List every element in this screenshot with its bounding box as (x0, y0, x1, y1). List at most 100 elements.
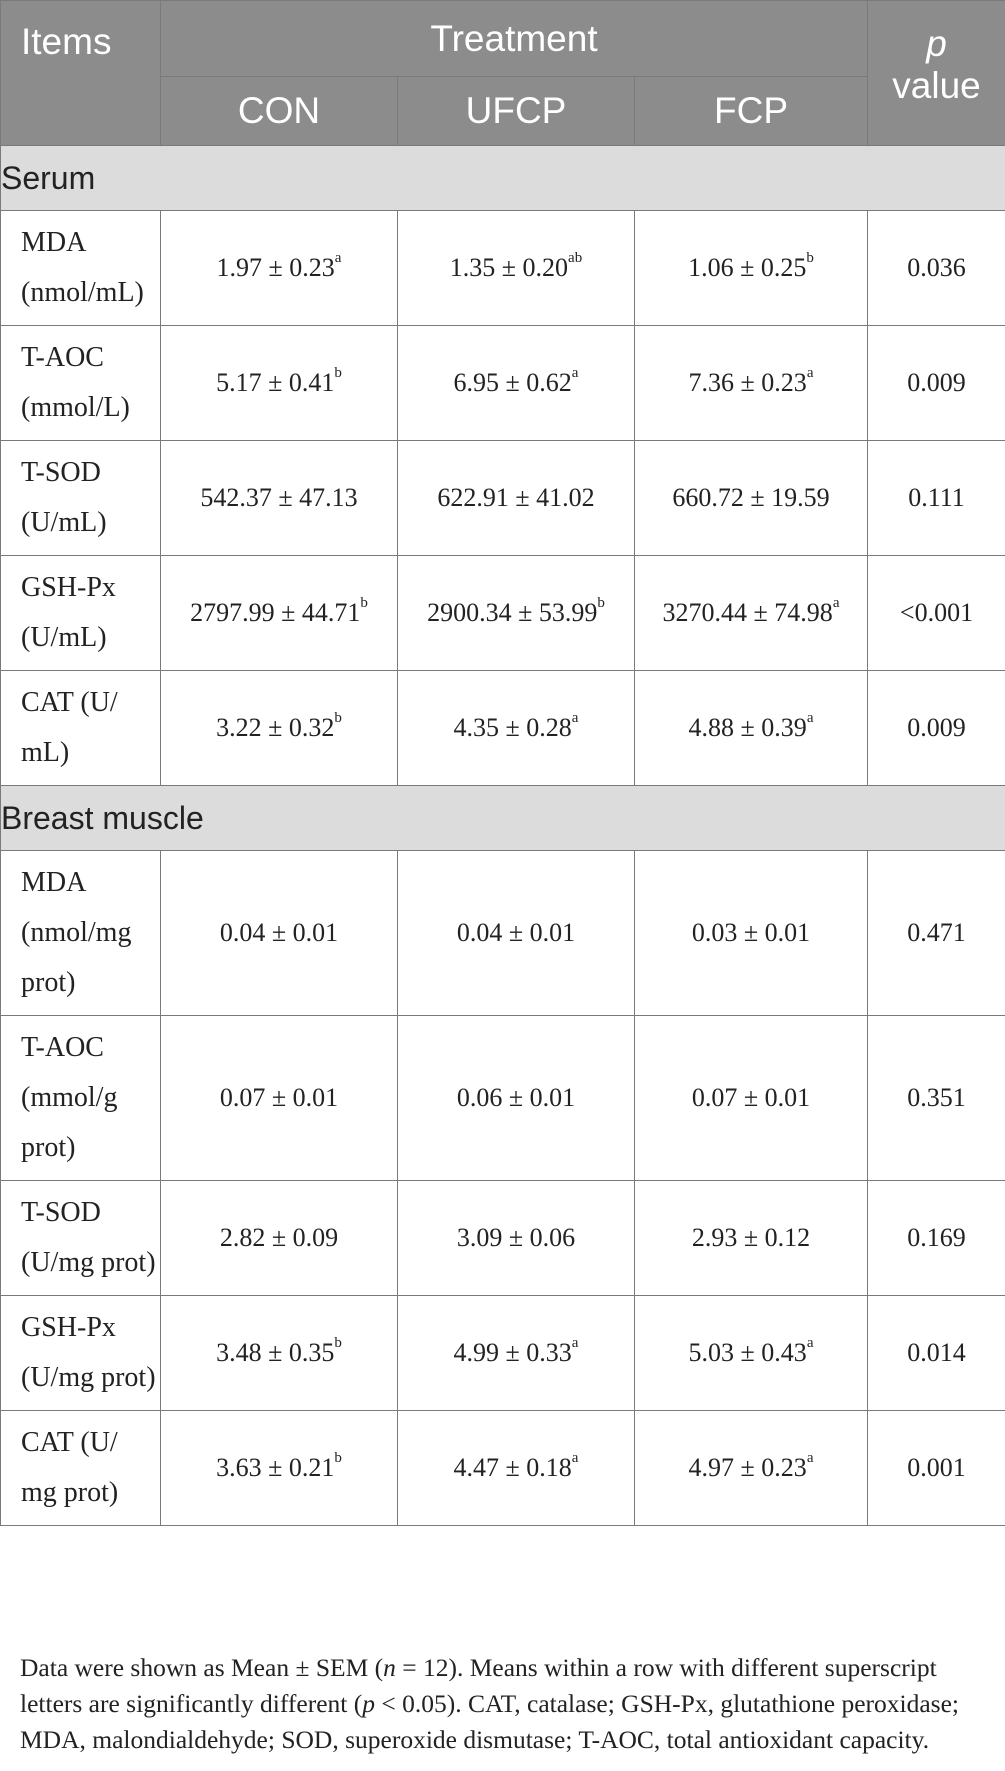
p-value-cell: 0.036 (867, 210, 1005, 326)
value-cell-fcp: 4.88 ± 0.39a (633, 670, 869, 786)
value-cell-ufcp: 4.99 ± 0.33a (397, 1295, 635, 1411)
value-cell-con: 3.22 ± 0.32b (160, 670, 398, 786)
value-text: 622.91 ± 41.02 (437, 483, 595, 512)
row-label: T-AOC (mmol/L) (0, 325, 161, 441)
section-title: Breast muscle (0, 785, 1005, 851)
value-superscript: a (806, 710, 814, 727)
value-text: 1.06 ± 0.25 (688, 253, 807, 282)
antioxidant-table: Items Treatment p value CON UFCP FCP Seru… (0, 0, 1005, 1526)
value-superscript: ab (568, 250, 583, 267)
value-cell-ufcp: 0.04 ± 0.01 (397, 850, 635, 1016)
value-text: 3.09 ± 0.06 (456, 1223, 576, 1252)
value-cell-ufcp: 6.95 ± 0.62a (397, 325, 635, 441)
table-row: MDA (nmol/mL) 1.97 ± 0.23a 1.35 ± 0.20ab 1.… (0, 210, 1005, 326)
header-group-con: CON (160, 76, 398, 146)
value-superscript: a (571, 365, 579, 382)
value-cell-fcp: 660.72 ± 19.59 (633, 440, 869, 556)
value-superscript: a (571, 710, 579, 727)
table-row: T-AOC (mmol/L) 5.17 ± 0.41b 6.95 ± 0.62a 7.… (0, 325, 1005, 441)
value-text: 6.95 ± 0.62 (453, 368, 572, 397)
row-label: T-SOD (U/mg prot) (0, 1180, 161, 1296)
value-cell-fcp: 5.03 ± 0.43a (633, 1295, 869, 1411)
value-cell-fcp: 1.06 ± 0.25b (633, 210, 869, 326)
value-text: 0.04 ± 0.01 (219, 918, 339, 947)
table-footnote: Data were shown as Mean ± SEM (n = 12). … (20, 1650, 995, 1758)
value-cell-fcp: 2.93 ± 0.12 (633, 1180, 869, 1296)
header-group-fcp: FCP (633, 76, 869, 146)
value-text: 4.88 ± 0.39 (688, 713, 807, 742)
value-cell-fcp: 0.07 ± 0.01 (633, 1015, 869, 1181)
table-row: MDA (nmol/mg prot) 0.04 ± 0.01 0.04 ± 0.01… (0, 850, 1005, 1016)
p-value-cell: 0.111 (867, 440, 1005, 556)
value-superscript: a (571, 1450, 579, 1467)
table-row: GSH-Px (U/mL) 2797.99 ± 44.71b 2900.34 ± 5… (0, 555, 1005, 671)
table-row: CAT (U/ mg prot) 3.63 ± 0.21b 4.47 ± 0.18a… (0, 1410, 1005, 1526)
footnote-p: p (362, 1689, 375, 1718)
table-row: T-SOD (U/mL) 542.37 ± 47.13 622.91 ± 41.02… (0, 440, 1005, 556)
table-body: Serum MDA (nmol/mL) 1.97 ± 0.23a 1.35 ± 0.2… (0, 145, 1005, 1526)
value-cell-fcp: 0.03 ± 0.01 (633, 850, 869, 1016)
section-row: Breast muscle (0, 785, 1005, 851)
value-text: 2.82 ± 0.09 (219, 1223, 339, 1252)
value-superscript: b (334, 1335, 342, 1352)
row-label: MDA (nmol/mg prot) (0, 850, 161, 1016)
value-cell-fcp: 7.36 ± 0.23a (633, 325, 869, 441)
footnote-text-1: Data were shown as Mean ± SEM ( (20, 1653, 384, 1682)
value-text: 2797.99 ± 44.71 (190, 598, 361, 627)
header-group-ufcp: UFCP (397, 76, 635, 146)
row-label: MDA (nmol/mL) (0, 210, 161, 326)
row-label: CAT (U/ mL) (0, 670, 161, 786)
p-value-cell: 0.009 (867, 325, 1005, 441)
value-text: 3.48 ± 0.35 (216, 1338, 335, 1367)
value-text: 0.07 ± 0.01 (219, 1083, 339, 1112)
value-text: 4.35 ± 0.28 (453, 713, 572, 742)
value-text: 4.47 ± 0.18 (453, 1453, 572, 1482)
row-label: CAT (U/ mg prot) (0, 1410, 161, 1526)
value-cell-ufcp: 4.47 ± 0.18a (397, 1410, 635, 1526)
value-superscript: b (597, 595, 605, 612)
value-superscript: a (334, 250, 342, 267)
value-superscript: a (806, 1335, 814, 1352)
value-superscript: b (334, 710, 342, 727)
value-cell-ufcp: 1.35 ± 0.20ab (397, 210, 635, 326)
value-cell-ufcp: 4.35 ± 0.28a (397, 670, 635, 786)
value-superscript: b (334, 365, 342, 382)
footnote-text-3: < 0.05). CAT, catalase; GSH-Px, glutathi… (20, 1689, 959, 1754)
value-text: 3270.44 ± 74.98 (662, 598, 833, 627)
value-text: 0.07 ± 0.01 (691, 1083, 811, 1112)
value-text: 3.63 ± 0.21 (216, 1453, 335, 1482)
p-value-cell: 0.169 (867, 1180, 1005, 1296)
value-text: 660.72 ± 19.59 (672, 483, 830, 512)
section-title: Serum (0, 145, 1005, 211)
value-superscript: a (806, 1450, 814, 1467)
footnote-text-2: = 12). Means within a row with different… (20, 1653, 937, 1718)
row-label: T-SOD (U/mL) (0, 440, 161, 556)
value-cell-con: 5.17 ± 0.41b (160, 325, 398, 441)
p-value-cell: 0.351 (867, 1015, 1005, 1181)
value-cell-con: 1.97 ± 0.23a (160, 210, 398, 326)
table-row: T-SOD (U/mg prot) 2.82 ± 0.09 3.09 ± 0.06 2… (0, 1180, 1005, 1296)
value-cell-con: 3.48 ± 0.35b (160, 1295, 398, 1411)
value-cell-con: 542.37 ± 47.13 (160, 440, 398, 556)
value-text: 2900.34 ± 53.99 (427, 598, 598, 627)
value-text: 1.97 ± 0.23 (216, 253, 335, 282)
value-cell-con: 0.04 ± 0.01 (160, 850, 398, 1016)
value-superscript: a (832, 595, 840, 612)
header-p-value: p value (867, 0, 1005, 146)
table-row: GSH-Px (U/mg prot) 3.48 ± 0.35b 4.99 ± 0.3… (0, 1295, 1005, 1411)
value-cell-fcp: 4.97 ± 0.23a (633, 1410, 869, 1526)
header-p-word: value (892, 65, 981, 106)
p-value-cell: 0.001 (867, 1410, 1005, 1526)
value-cell-ufcp: 622.91 ± 41.02 (397, 440, 635, 556)
value-superscript: b (334, 1450, 342, 1467)
value-cell-ufcp: 0.06 ± 0.01 (397, 1015, 635, 1181)
value-cell-ufcp: 2900.34 ± 53.99b (397, 555, 635, 671)
value-text: 4.99 ± 0.33 (453, 1338, 572, 1367)
value-text: 5.17 ± 0.41 (216, 368, 335, 397)
value-text: 542.37 ± 47.13 (200, 483, 358, 512)
value-cell-fcp: 3270.44 ± 74.98a (633, 555, 869, 671)
value-cell-con: 2.82 ± 0.09 (160, 1180, 398, 1296)
value-text: 2.93 ± 0.12 (691, 1223, 811, 1252)
header-p-letter: p (926, 23, 947, 64)
p-value-cell: 0.471 (867, 850, 1005, 1016)
